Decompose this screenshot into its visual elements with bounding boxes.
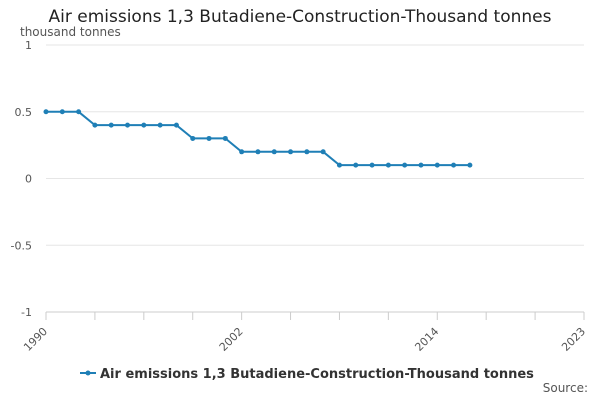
- data-point[interactable]: [92, 122, 98, 128]
- data-point[interactable]: [76, 109, 82, 115]
- data-point[interactable]: [108, 122, 114, 128]
- data-point[interactable]: [43, 109, 49, 115]
- y-tick-label: 0.5: [15, 106, 33, 119]
- chart-title: Air emissions 1,3 Butadiene-Construction…: [48, 7, 552, 27]
- x-tick-label: 1990: [21, 325, 50, 354]
- source-label: Source:: [542, 381, 588, 395]
- x-tick-label: 2014: [412, 325, 441, 354]
- legend-label[interactable]: Air emissions 1,3 Butadiene-Construction…: [100, 367, 534, 382]
- data-point[interactable]: [320, 149, 326, 155]
- data-point[interactable]: [451, 162, 457, 168]
- x-tick-label: 2023: [559, 325, 588, 354]
- data-point[interactable]: [369, 162, 375, 168]
- data-point[interactable]: [239, 149, 245, 155]
- data-point[interactable]: [206, 135, 212, 141]
- data-point[interactable]: [141, 122, 147, 128]
- data-point[interactable]: [271, 149, 277, 155]
- data-point[interactable]: [402, 162, 408, 168]
- y-axis-ticks: 1 0.5 0 -0.5 -1: [11, 39, 32, 319]
- series-line: [46, 110, 470, 167]
- data-point[interactable]: [385, 162, 391, 168]
- data-point[interactable]: [467, 162, 473, 168]
- data-point[interactable]: [255, 149, 261, 155]
- data-point[interactable]: [434, 162, 440, 168]
- legend-marker-icon: [85, 370, 91, 376]
- y-tick-label: 1: [25, 39, 32, 52]
- y-axis-label: thousand tonnes: [20, 25, 121, 39]
- y-tick-label: -0.5: [11, 239, 32, 252]
- data-point[interactable]: [418, 162, 424, 168]
- data-point[interactable]: [190, 135, 196, 141]
- data-point[interactable]: [336, 162, 342, 168]
- data-point[interactable]: [304, 149, 310, 155]
- y-tick-label: -1: [21, 306, 32, 319]
- data-point[interactable]: [288, 149, 294, 155]
- data-point[interactable]: [59, 109, 65, 115]
- legend[interactable]: Air emissions 1,3 Butadiene-Construction…: [80, 367, 534, 382]
- grid-lines: [46, 44, 584, 313]
- data-point[interactable]: [173, 122, 179, 128]
- data-point[interactable]: [157, 122, 163, 128]
- data-point[interactable]: [353, 162, 359, 168]
- x-tick-label: 2002: [217, 325, 246, 354]
- x-axis: 1990 2002 2014 2023: [21, 311, 588, 354]
- y-tick-label: 0: [25, 173, 32, 186]
- data-point[interactable]: [222, 135, 228, 141]
- series-group: [43, 109, 473, 168]
- data-point[interactable]: [125, 122, 131, 128]
